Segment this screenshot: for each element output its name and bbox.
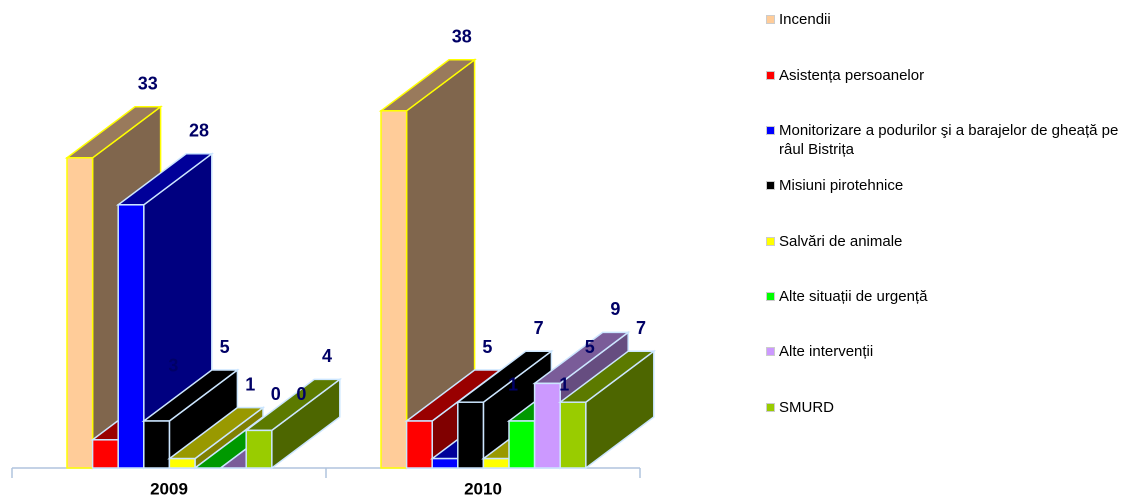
bar-front bbox=[91, 439, 119, 469]
legend-item: Misiuni pirotehnice bbox=[766, 176, 903, 195]
bar-front bbox=[168, 457, 196, 469]
bar-front bbox=[66, 157, 94, 469]
legend-swatch bbox=[766, 347, 775, 356]
data-label: 0 bbox=[271, 384, 281, 404]
legend-item: Asistența persoanelor bbox=[766, 66, 924, 85]
legend-label: Incendii bbox=[779, 11, 831, 28]
data-label: 3 bbox=[168, 356, 178, 376]
legend-label: Salvări de animale bbox=[779, 233, 903, 250]
bar-front bbox=[380, 110, 408, 469]
data-label: 1 bbox=[559, 374, 569, 394]
legend-item: Incendii bbox=[766, 10, 831, 29]
bar-front bbox=[143, 420, 171, 469]
data-label: 33 bbox=[138, 74, 158, 94]
x-tick-label: 2010 bbox=[464, 479, 502, 498]
data-label: 5 bbox=[220, 337, 230, 357]
legend-swatch bbox=[766, 403, 775, 412]
bar-front bbox=[431, 457, 459, 469]
data-label: 7 bbox=[636, 318, 646, 338]
data-label: 5 bbox=[482, 337, 492, 357]
data-label: 1 bbox=[508, 374, 518, 394]
legend-label: Monitorizare a podurilor şi a barajelor … bbox=[779, 122, 1119, 158]
legend-swatch bbox=[766, 126, 775, 135]
bar bbox=[141, 368, 240, 470]
bar bbox=[455, 349, 554, 470]
data-label: 7 bbox=[534, 318, 544, 338]
data-label: 38 bbox=[452, 27, 472, 47]
data-label: 4 bbox=[322, 346, 332, 366]
data-label: 9 bbox=[610, 299, 620, 319]
bar bbox=[557, 349, 657, 470]
data-label: 0 bbox=[296, 384, 306, 404]
bar-front bbox=[533, 382, 561, 469]
bar bbox=[378, 58, 477, 470]
legend-label: Asistența persoanelor bbox=[779, 67, 925, 84]
legend-item: Alte situații de urgență bbox=[766, 287, 927, 306]
bar-front bbox=[482, 457, 510, 469]
legend-label: Alte intervenții bbox=[779, 343, 874, 360]
legend-swatch bbox=[766, 292, 775, 301]
legend-swatch bbox=[766, 237, 775, 246]
legend-item: Monitorizare a podurilor şi a barajelor … bbox=[766, 121, 1141, 159]
legend-item: Salvări de animale bbox=[766, 232, 902, 251]
legend-item: Alte intervenții bbox=[766, 342, 873, 361]
legend-swatch bbox=[766, 71, 775, 80]
bar-front bbox=[508, 420, 536, 469]
data-label: 5 bbox=[585, 337, 595, 357]
x-tick-label: 2009 bbox=[150, 479, 188, 498]
bar-front bbox=[245, 429, 273, 469]
legend-swatch bbox=[766, 181, 775, 190]
bar-front bbox=[405, 420, 433, 469]
bar-front bbox=[559, 401, 587, 469]
bar-front bbox=[117, 204, 145, 469]
legend-label: Misiuni pirotehnice bbox=[779, 177, 904, 194]
bar bbox=[243, 377, 343, 470]
legend-label: Alte situații de urgență bbox=[779, 288, 928, 305]
legend-item: SMURD bbox=[766, 398, 834, 417]
legend-label: SMURD bbox=[779, 399, 834, 416]
legend-swatch bbox=[766, 15, 775, 24]
data-label: 1 bbox=[245, 374, 255, 394]
data-label: 28 bbox=[189, 121, 209, 141]
bar-front bbox=[457, 401, 485, 469]
bar bbox=[167, 406, 266, 470]
